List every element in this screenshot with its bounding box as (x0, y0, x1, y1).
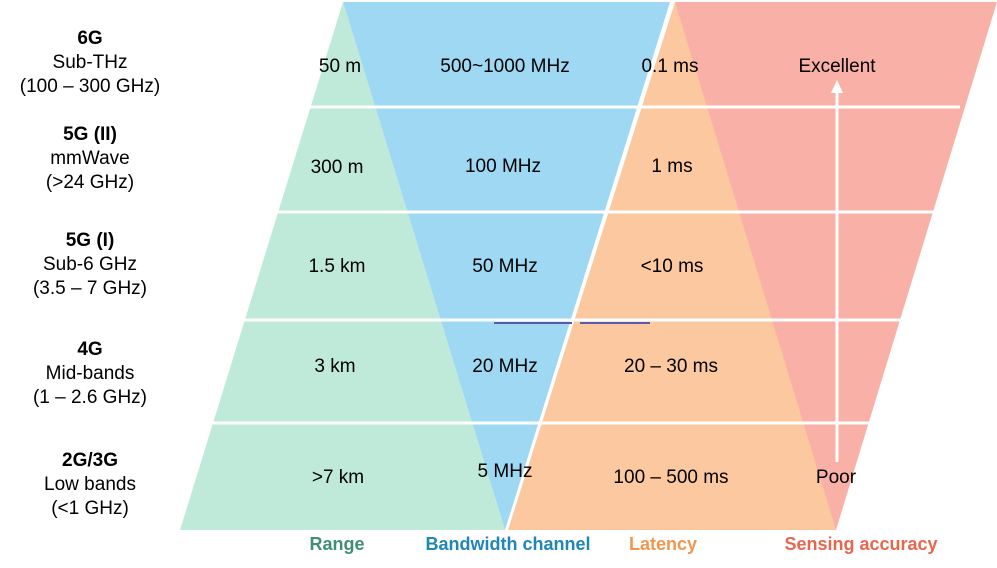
latency-value: <10 ms (640, 256, 704, 277)
legend-latency: Latency (628, 534, 698, 554)
gen-2g-3g: 2G/3G Low bands (<1 GHz) (0, 449, 180, 521)
range-value: >7 km (311, 467, 365, 488)
range-value: 300 m (310, 157, 364, 178)
range-value: 50 m (318, 56, 362, 77)
latency-triangle (508, 2, 836, 530)
gen-name: 5G (II) (63, 124, 117, 145)
range-triangle (180, 2, 505, 530)
sensing-top-label: Excellent (798, 56, 876, 77)
range-value: 1.5 km (308, 256, 366, 277)
gen-4g: 4G Mid-bands (1 – 2.6 GHz) (0, 338, 180, 410)
bandwidth-value: 5 MHz (477, 461, 533, 482)
gen-band: Sub-THz (52, 52, 128, 73)
sensing-arrow-head (831, 80, 843, 93)
gen-band: Sub-6 GHz (43, 254, 137, 275)
latency-value: 100 – 500 ms (613, 467, 729, 488)
gen-frequency: (3.5 – 7 GHz) (32, 278, 148, 299)
gen-name: 5G (I) (65, 230, 115, 251)
latency-value: 0.1 ms (641, 56, 699, 77)
range-value: 3 km (314, 356, 356, 377)
bandwidth-value: 100 MHz (464, 156, 542, 177)
gen-5g-i: 5G (I) Sub-6 GHz (3.5 – 7 GHz) (0, 229, 180, 301)
gen-name: 4G (77, 339, 103, 360)
legend-range: Range (309, 534, 365, 554)
bandwidth-value: 20 MHz (472, 356, 538, 377)
gen-frequency: (<1 GHz) (51, 498, 129, 519)
legend-bandwidth: Bandwidth channel (425, 534, 591, 554)
bandwidth-value: 50 MHz (472, 256, 538, 277)
gen-band: mmWave (50, 148, 130, 169)
gen-5g-ii: 5G (II) mmWave (>24 GHz) (0, 123, 180, 195)
gen-6g: 6G Sub-THz (100 – 300 GHz) (0, 27, 180, 99)
latency-value: 1 ms (651, 156, 693, 177)
gen-frequency: (>24 GHz) (45, 172, 135, 193)
legend-sensing: Sensing accuracy (784, 534, 938, 554)
gen-frequency: (1 – 2.6 GHz) (32, 387, 148, 408)
gen-name: 6G (77, 28, 103, 49)
gen-band: Low bands (44, 474, 136, 495)
bandwidth-value: 500~1000 MHz (440, 56, 570, 77)
latency-value: 20 – 30 ms (624, 356, 718, 377)
sensing-bottom-label: Poor (815, 467, 857, 488)
gen-frequency: (100 – 300 GHz) (19, 76, 161, 97)
bandwidth-triangle (343, 2, 670, 530)
gen-name: 2G/3G (62, 450, 118, 471)
gen-band: Mid-bands (45, 363, 135, 384)
